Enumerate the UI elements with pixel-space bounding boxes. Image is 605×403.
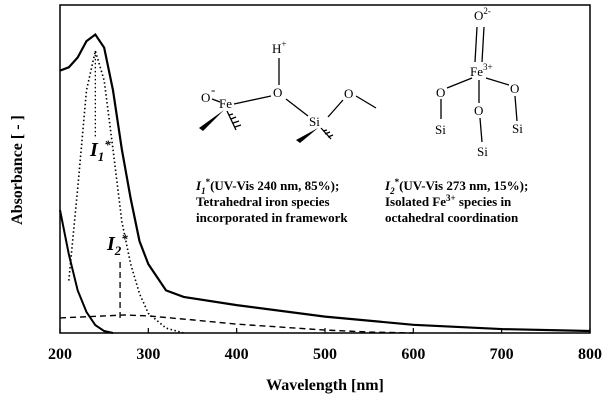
spectrum-line xyxy=(59,32,591,333)
x-tick-label: 600 xyxy=(401,346,425,363)
atom-label: Si xyxy=(309,114,320,129)
plot-frame xyxy=(59,4,591,334)
atom-charge: 3+ xyxy=(483,62,493,72)
desc-rest: (UV-Vis 273 nm, 15%); xyxy=(399,178,528,193)
atom-label: Fe3+ xyxy=(470,62,493,79)
atom-symbol: Si xyxy=(477,144,488,159)
atom-label: O xyxy=(273,85,282,100)
description-line: octahedral coordination xyxy=(385,210,519,225)
x-tick-label: 500 xyxy=(313,346,337,363)
x-tick-label: 400 xyxy=(225,346,249,363)
desc-text: incorporated in framework xyxy=(196,210,348,225)
peak-label-sup: * xyxy=(104,137,111,152)
atom-symbol: Si xyxy=(309,114,320,129)
atom-label: - xyxy=(211,82,215,97)
peak-label-main: I xyxy=(106,233,116,255)
atom-label: H+ xyxy=(272,39,286,56)
atom-symbol: O xyxy=(474,8,483,23)
atom-symbol: O xyxy=(273,85,282,100)
atom-label: Si xyxy=(512,121,523,136)
atom-label: O2- xyxy=(474,6,491,23)
desc-sup: * xyxy=(206,177,211,187)
atom-label: Fe xyxy=(219,96,232,111)
description-line: Isolated Fe3+ species in xyxy=(385,193,512,209)
x-tick-label: 800 xyxy=(578,346,602,363)
desc-sup: 3+ xyxy=(446,193,456,203)
description-title: I2*(UV-Vis 273 nm, 15%); xyxy=(384,177,528,196)
desc-rest: (UV-Vis 240 nm, 85%); xyxy=(210,178,339,193)
structure-bonds xyxy=(199,26,518,143)
spectrum-line xyxy=(59,314,414,334)
desc-sub: 2 xyxy=(389,186,395,196)
atom-symbol: Si xyxy=(512,121,523,136)
peak-label: I1* xyxy=(89,137,111,164)
description-line: incorporated in framework xyxy=(196,210,348,225)
peak-label-main: I xyxy=(89,139,99,161)
atom-symbol: H xyxy=(272,41,281,56)
atom-label: Si xyxy=(477,144,488,159)
peak-label-sub: 1 xyxy=(98,149,105,164)
atom-symbol: Fe xyxy=(219,96,232,111)
atom-symbol: O xyxy=(201,90,210,105)
atom-label: O xyxy=(201,90,210,105)
y-axis-label: Absorbance [ - ] xyxy=(9,115,26,225)
atom-symbol: O xyxy=(510,81,519,96)
desc-text: Isolated Fe xyxy=(385,194,446,209)
atom-label: O xyxy=(474,103,483,118)
atom-label: O xyxy=(344,86,353,101)
desc-text: species in xyxy=(456,194,512,209)
x-tick-label: 700 xyxy=(490,346,514,363)
spectrum-line xyxy=(59,209,114,334)
atom-symbol: Si xyxy=(435,122,446,137)
desc-text: Tetrahedral iron species xyxy=(196,194,330,209)
desc-text: octahedral coordination xyxy=(385,210,519,225)
atom-symbol: Fe xyxy=(470,64,483,79)
x-axis-label: Wavelength [nm] xyxy=(266,377,384,394)
atom-symbol: O xyxy=(474,103,483,118)
peak-label: I2* xyxy=(106,231,128,258)
atom-label: O xyxy=(436,85,445,100)
desc-sup: * xyxy=(395,177,400,187)
atom-symbol: - xyxy=(211,82,215,97)
atom-charge: 2- xyxy=(483,6,491,16)
x-tick-label: 300 xyxy=(136,346,160,363)
atom-charge: + xyxy=(281,39,286,49)
description-line: Tetrahedral iron species xyxy=(196,194,330,209)
atom-symbol: O xyxy=(436,85,445,100)
atom-symbol: O xyxy=(344,86,353,101)
atom-label: O xyxy=(510,81,519,96)
description-title: I1*(UV-Vis 240 nm, 85%); xyxy=(195,177,339,196)
peak-label-sub: 2 xyxy=(114,243,122,258)
atom-label: Si xyxy=(435,122,446,137)
desc-main: I xyxy=(384,178,391,193)
desc-main: I xyxy=(195,178,202,193)
x-tick-label: 200 xyxy=(48,346,72,363)
desc-sub: 1 xyxy=(201,186,206,196)
peak-label-sup: * xyxy=(121,231,128,246)
